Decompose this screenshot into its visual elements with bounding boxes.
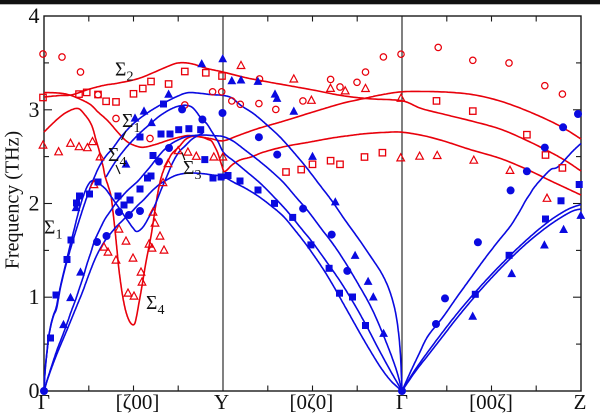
svg-text:Σ: Σ	[122, 111, 133, 132]
svg-text:3: 3	[195, 168, 202, 183]
svg-text:Z: Z	[574, 390, 587, 414]
svg-text:Σ: Σ	[146, 293, 157, 314]
svg-text:Σ: Σ	[108, 145, 119, 166]
svg-text:Σ: Σ	[183, 158, 194, 179]
svg-text:4: 4	[29, 3, 40, 28]
svg-text:[ζ00]: [ζ00]	[116, 390, 160, 414]
svg-text:Y: Y	[214, 390, 229, 414]
svg-text:Σ: Σ	[44, 218, 55, 239]
svg-text:1: 1	[56, 228, 63, 243]
svg-text:4: 4	[120, 155, 127, 170]
svg-text:0: 0	[29, 378, 40, 403]
svg-text:3: 3	[29, 97, 40, 122]
svg-text:[00ζ]: [00ζ]	[469, 390, 513, 414]
svg-text:2: 2	[29, 191, 40, 216]
svg-text:Γ: Γ	[396, 390, 408, 414]
svg-text:4: 4	[158, 303, 165, 318]
svg-text:Σ: Σ	[115, 60, 126, 81]
svg-text:[0ζ0]: [0ζ0]	[290, 390, 334, 414]
svg-text:2: 2	[127, 70, 134, 85]
svg-text:Γ: Γ	[38, 390, 50, 414]
svg-text:Frequency (THz): Frequency (THz)	[2, 131, 24, 269]
svg-text:1: 1	[29, 284, 40, 309]
svg-text:1: 1	[134, 121, 141, 136]
